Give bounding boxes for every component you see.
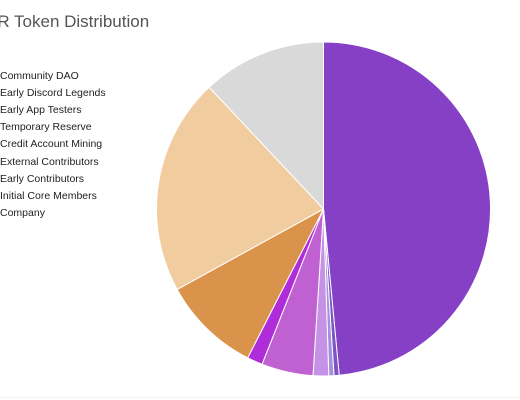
legend-label: External Contributors	[0, 155, 99, 168]
chart-title: AR Token Distribution	[0, 12, 150, 31]
legend-label: Early Discord Legends	[0, 86, 106, 99]
pie-slice-initial-core-members[interactable]	[156, 86, 324, 290]
legend-label: Initial Core Members	[0, 189, 97, 202]
legend-item-initial-core-members[interactable]: Initial Core Members	[0, 187, 106, 204]
legend-label: Community DAO	[0, 69, 79, 82]
legend-item-company[interactable]: Company	[0, 205, 106, 222]
bottom-divider	[0, 397, 520, 398]
legend-label: Early Contributors	[0, 172, 85, 185]
legend-item-credit-account-mining[interactable]: Credit Account Mining	[0, 136, 106, 153]
legend-label: Temporary Reserve	[0, 121, 92, 134]
pie-slice-company[interactable]	[208, 41, 324, 210]
pie-slice-early-contributors[interactable]	[176, 208, 324, 359]
legend-item-early-discord-legends[interactable]: Early Discord Legends	[0, 84, 106, 101]
legend-label: Credit Account Mining	[0, 138, 103, 151]
legend-item-early-contributors[interactable]: Early Contributors	[0, 170, 106, 187]
pie-slice-community-dao[interactable]	[323, 41, 491, 376]
legend-item-community-dao[interactable]: Community DAO	[0, 67, 106, 84]
legend-label: Company	[0, 207, 45, 220]
chart-legend: Community DAO Early Discord Legends Earl…	[0, 67, 106, 222]
legend-item-temporary-reserve[interactable]: Temporary Reserve	[0, 119, 106, 136]
legend-label: Early App Testers	[0, 103, 82, 116]
legend-item-external-contributors[interactable]: External Contributors	[0, 153, 106, 170]
legend-item-early-app-testers[interactable]: Early App Testers	[0, 101, 106, 118]
